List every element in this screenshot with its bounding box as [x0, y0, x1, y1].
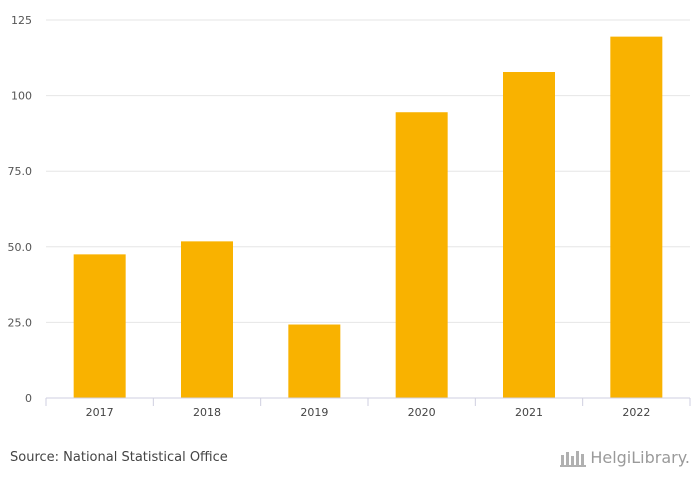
x-tick-label: 2020 [408, 406, 436, 419]
bar-chart: 0 25.0 50.0 75.0 100 125 2017 2018 2019 2020 2021… [8, 14, 691, 419]
bar-2021[interactable] [503, 72, 555, 398]
x-tick-label: 2022 [622, 406, 650, 419]
source-note: Source: National Statistical Office [10, 450, 228, 465]
bar-2018[interactable] [181, 241, 233, 398]
y-tick-label: 0 [25, 392, 32, 405]
library-logo-icon [560, 450, 587, 467]
x-tick-label: 2017 [86, 406, 114, 419]
bar-2022[interactable] [610, 36, 663, 399]
logo-text: HelgiLibrary. [590, 448, 690, 467]
grid-lines [46, 19, 690, 323]
x-axis: 2017 2018 2019 2020 2021 2022 [45, 397, 691, 419]
bars [73, 36, 663, 399]
x-tick-label: 2021 [515, 406, 543, 419]
y-tick-label: 25.0 [8, 316, 33, 329]
y-tick-label: 125 [11, 14, 32, 27]
x-tick-label: 2018 [193, 406, 221, 419]
bar-2019[interactable] [288, 324, 341, 398]
x-tick-label: 2019 [300, 406, 328, 419]
bar-2017[interactable] [73, 254, 126, 398]
y-tick-label: 75.0 [8, 165, 33, 178]
y-tick-label: 50.0 [8, 241, 33, 254]
bar-2020[interactable] [395, 112, 448, 399]
y-axis-ticks: 0 25.0 50.0 75.0 100 125 [8, 14, 33, 405]
y-tick-label: 100 [11, 90, 32, 103]
helgi-library-logo: HelgiLibrary. [560, 448, 690, 467]
